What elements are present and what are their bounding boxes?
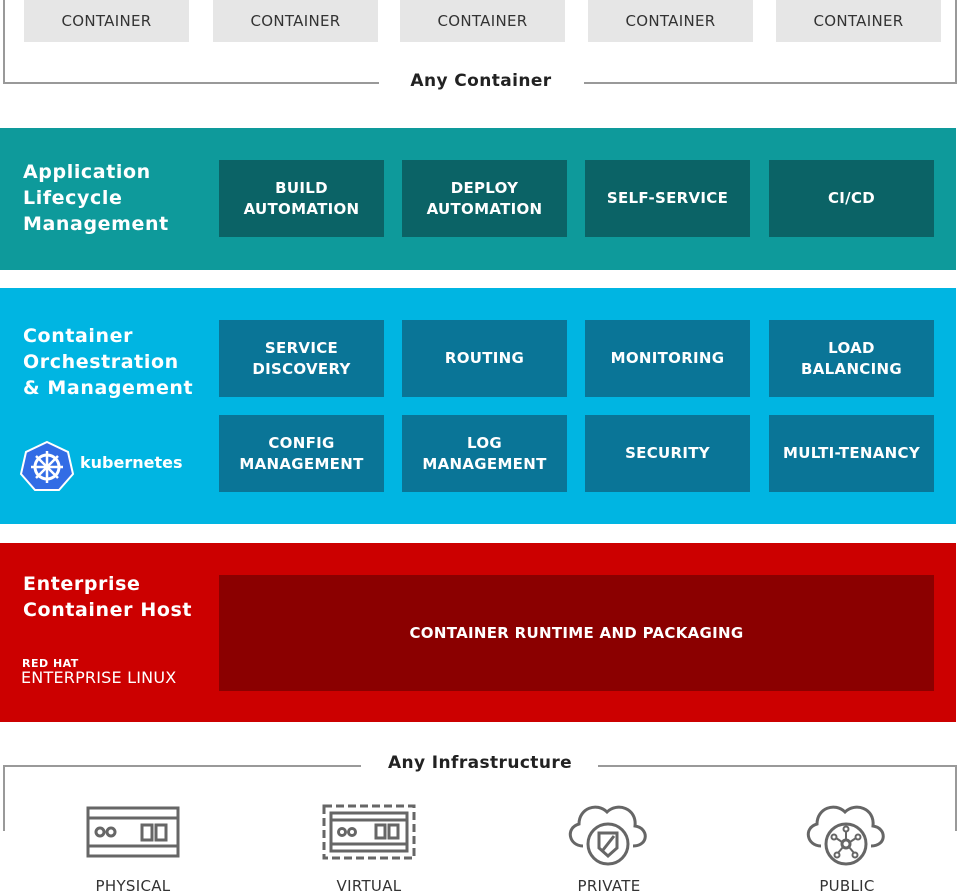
infra-label-physical: PHYSICAL bbox=[95, 877, 171, 895]
container-tile: CONTAINER bbox=[24, 0, 189, 42]
bracket-line bbox=[3, 82, 379, 84]
private-cloud-icon bbox=[568, 805, 647, 866]
bracket-line bbox=[598, 765, 957, 767]
virtual-server-icon bbox=[322, 804, 416, 860]
public-cloud-icon bbox=[806, 805, 885, 866]
kubernetes-logo-text: kubernetes bbox=[80, 453, 183, 472]
container-tile: CONTAINER bbox=[588, 0, 753, 42]
tile-routing: ROUTING bbox=[402, 320, 567, 397]
application-lifecycle-band: Application Lifecycle Management BUILD A… bbox=[0, 128, 956, 270]
container-tile: CONTAINER bbox=[400, 0, 565, 42]
tile-security: SECURITY bbox=[585, 415, 750, 492]
infra-label-private: PRIVATE bbox=[577, 877, 641, 895]
tile-deploy-automation: DEPLOY AUTOMATION bbox=[402, 160, 567, 237]
container-tile: CONTAINER bbox=[213, 0, 378, 42]
server-icon bbox=[86, 806, 180, 858]
any-infrastructure-label: Any Infrastructure bbox=[387, 753, 573, 773]
container-orchestration-band: Container Orchestration & Management kub… bbox=[0, 288, 956, 524]
bracket-line bbox=[955, 0, 957, 84]
tile-service-discovery: SERVICE DISCOVERY bbox=[219, 320, 384, 397]
tile-config-management: CONFIG MANAGEMENT bbox=[219, 415, 384, 492]
tile-monitoring: MONITORING bbox=[585, 320, 750, 397]
bracket-line bbox=[3, 765, 361, 767]
any-container-label: Any Container bbox=[410, 71, 552, 91]
tile-log-management: LOG MANAGEMENT bbox=[402, 415, 567, 492]
infra-label-virtual: VIRTUAL bbox=[336, 877, 402, 895]
tile-build-automation: BUILD AUTOMATION bbox=[219, 160, 384, 237]
tile-load-balancing: LOAD BALANCING bbox=[769, 320, 934, 397]
bracket-line bbox=[584, 82, 957, 84]
band-title: Container Orchestration & Management bbox=[23, 325, 194, 399]
infra-label-public: PUBLIC bbox=[819, 877, 875, 895]
tile-ci-cd: CI/CD bbox=[769, 160, 934, 237]
bracket-line bbox=[3, 765, 5, 831]
bracket-line bbox=[3, 0, 5, 84]
container-tile: CONTAINER bbox=[776, 0, 941, 42]
kubernetes-logo-icon bbox=[19, 440, 75, 491]
bracket-line bbox=[955, 765, 957, 831]
enterprise-container-host-band: Enterprise Container Host RED HAT ENTERP… bbox=[0, 543, 956, 722]
rhel-logo-line2: ENTERPRISE LINUX bbox=[21, 668, 177, 687]
band-title: Application Lifecycle Management bbox=[23, 161, 169, 235]
container-runtime-tile: CONTAINER RUNTIME AND PACKAGING bbox=[219, 575, 934, 691]
rhel-logo-line1: RED HAT bbox=[22, 657, 79, 670]
tile-multi-tenancy: MULTI-TENANCY bbox=[769, 415, 934, 492]
band-title: Enterprise Container Host bbox=[23, 573, 193, 621]
tile-self-service: SELF-SERVICE bbox=[585, 160, 750, 237]
